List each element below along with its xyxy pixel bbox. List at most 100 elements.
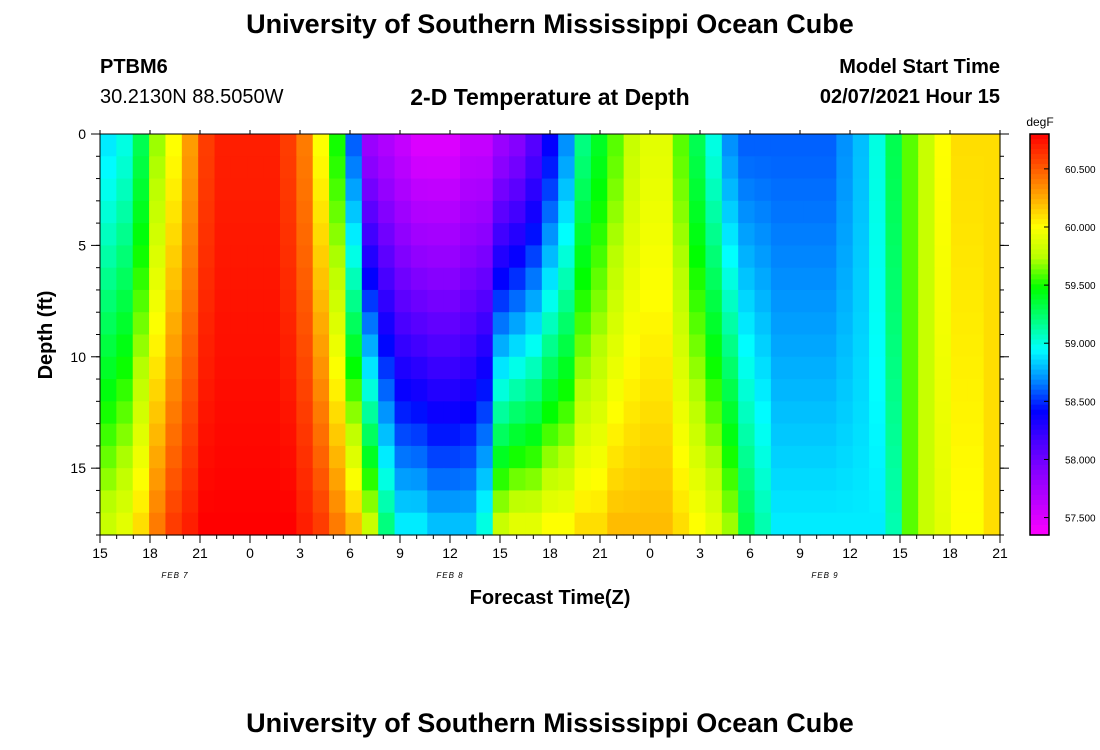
heatmap-cell [378, 401, 396, 425]
heatmap-cell [885, 490, 903, 514]
y-axis-label: Depth (ft) [35, 291, 57, 380]
x-tick-label: 15 [892, 545, 908, 561]
heatmap-cell [820, 200, 837, 224]
heatmap-cell [378, 356, 396, 380]
heatmap-cell [181, 334, 199, 358]
heatmap-cell [885, 223, 903, 246]
heatmap-cell [607, 223, 625, 246]
heatmap-cell [623, 289, 641, 313]
heatmap-cell [394, 178, 412, 202]
heatmap-cell [410, 223, 428, 246]
heatmap-cell [738, 312, 756, 336]
heatmap-cell [803, 156, 821, 180]
heatmap-cell [394, 200, 412, 224]
heatmap-cell [100, 245, 117, 269]
colorbar-swatch [1030, 219, 1049, 225]
heatmap-cell [574, 223, 592, 246]
heatmap-cell [918, 423, 936, 447]
date-label: FEB 8 [436, 571, 463, 580]
heatmap-cell [852, 245, 870, 269]
heatmap-cell [509, 468, 527, 492]
heatmap-cell [885, 156, 903, 180]
heatmap-cell [623, 512, 641, 536]
heatmap-cell [901, 200, 919, 224]
heatmap-cell [967, 134, 985, 157]
heatmap-cell [836, 379, 854, 402]
heatmap-cell [574, 379, 592, 402]
colorbar-swatch [1030, 409, 1049, 416]
heatmap-cell [770, 312, 788, 336]
heatmap-cell [640, 156, 657, 180]
heatmap-cell [460, 490, 477, 514]
heatmap-cell [198, 289, 216, 313]
colorbar-swatch [1030, 239, 1049, 245]
colorbar-swatch [1030, 489, 1049, 496]
heatmap-cell [427, 490, 445, 514]
heatmap-cell [852, 200, 870, 224]
heatmap-cell [410, 312, 428, 336]
heatmap-cell [754, 134, 772, 157]
heatmap-cell [836, 156, 854, 180]
heatmap-cell [574, 289, 592, 313]
heatmap-cell [280, 312, 297, 336]
heatmap-cell [525, 156, 543, 180]
heatmap-cell [705, 156, 723, 180]
heatmap-cell [214, 134, 232, 157]
heatmap-cell [509, 490, 527, 514]
heatmap-cell [263, 468, 281, 492]
heatmap-cell [558, 223, 576, 246]
heatmap-cell [460, 200, 477, 224]
heatmap-cell [247, 267, 265, 291]
heatmap-cell [476, 134, 494, 157]
heatmap-cell [623, 379, 641, 402]
heatmap-cell [754, 267, 772, 291]
heatmap-cell [525, 200, 543, 224]
heatmap-cell [918, 334, 936, 358]
heatmap-cell [885, 423, 903, 447]
heatmap-cell [492, 356, 510, 380]
heatmap-cell [443, 223, 461, 246]
heatmap-cell [476, 401, 494, 425]
heatmap-cell [950, 245, 968, 269]
heatmap-cell [509, 423, 527, 447]
heatmap-cell [705, 445, 723, 469]
heatmap-cell [721, 512, 739, 536]
heatmap-cell [149, 289, 167, 313]
heatmap-cell [754, 334, 772, 358]
heatmap-cell [263, 356, 281, 380]
heatmap-cell [590, 490, 608, 514]
x-tick-label: 3 [296, 545, 304, 561]
colorbar-swatch [1030, 349, 1049, 356]
heatmap-cell [983, 289, 1001, 313]
heatmap-cell [443, 156, 461, 180]
heatmap-cell [427, 379, 445, 402]
heatmap-cell [312, 156, 330, 180]
heatmap-cell [214, 289, 232, 313]
heatmap-cell [950, 200, 968, 224]
heatmap-cell [132, 178, 150, 202]
heatmap-cell [116, 445, 134, 469]
heatmap-cell [492, 200, 510, 224]
colorbar-swatch [1030, 504, 1049, 511]
heatmap-cell [901, 401, 919, 425]
heatmap-cell [296, 312, 314, 336]
heatmap-cell [345, 401, 363, 425]
heatmap-cell [247, 379, 265, 402]
heatmap-cell [607, 200, 625, 224]
heatmap-cell [296, 245, 314, 269]
heatmap-cell [983, 379, 1001, 402]
colorbar-swatch [1030, 499, 1049, 506]
heatmap-cell [361, 289, 379, 313]
heatmap-cell [950, 423, 968, 447]
heatmap-cell [509, 512, 527, 536]
heatmap-cell [312, 223, 330, 246]
heatmap-cell [754, 445, 772, 469]
heatmap-cell [738, 468, 756, 492]
heatmap-cell [754, 490, 772, 514]
heatmap-cell [918, 223, 936, 246]
heatmap-cell [623, 334, 641, 358]
heatmap-cell [198, 356, 216, 380]
heatmap-cell [329, 245, 347, 269]
heatmap-cell [394, 401, 412, 425]
heatmap-cell [198, 401, 216, 425]
